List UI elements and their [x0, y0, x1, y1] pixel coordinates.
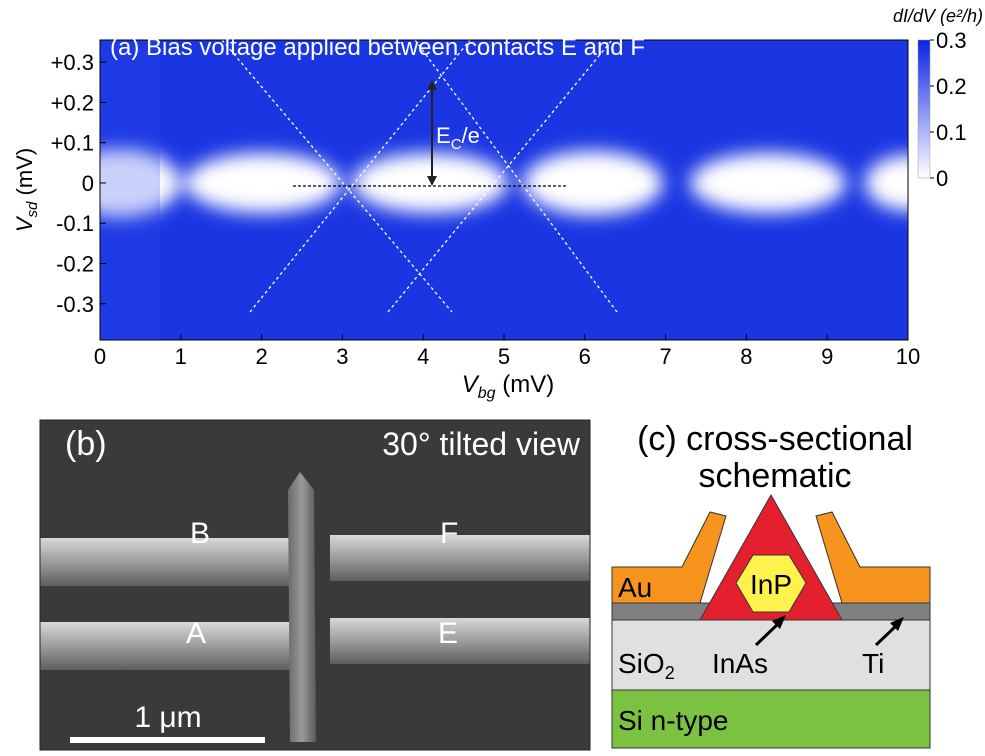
x-tick-label: 3 [336, 344, 348, 369]
x-tick-label: 9 [821, 344, 833, 369]
inas-label: InAs [712, 648, 768, 679]
x-tick-label: 2 [255, 344, 267, 369]
x-tick-label: 8 [740, 344, 752, 369]
y-axis-label: Vsd (mV) [12, 148, 41, 232]
scale-bar-label: 1 μm [134, 701, 201, 734]
panel-label: (b) [65, 425, 107, 463]
y-tick-label: +0.2 [51, 90, 94, 115]
caption: 30° tilted view [382, 426, 581, 462]
contact-label: F [440, 517, 458, 550]
y-tick-label: -0.3 [56, 292, 94, 317]
contact-strip [330, 618, 590, 664]
scale-bar [70, 737, 265, 743]
colorbar-tick-label: 0.2 [936, 74, 967, 99]
panel-title: schematic [698, 457, 851, 495]
heatmap [60, 40, 955, 340]
cut-region [100, 40, 160, 340]
x-axis-label: Vbg (mV) [462, 371, 554, 402]
x-tick-label: 5 [498, 344, 510, 369]
colorbar-tick-label: 0 [936, 166, 948, 191]
y-tick-label: +0.1 [51, 131, 94, 156]
contact-strip [40, 622, 290, 670]
contact-label: A [186, 617, 206, 650]
figure: (a) Bias voltage applied between contact… [0, 0, 985, 756]
inp-label: InP [750, 569, 792, 600]
contact-label: E [438, 617, 458, 650]
contact-strip [40, 538, 290, 586]
colorbar-label: dI/dV (e²/h) [893, 6, 983, 26]
contact-strip [330, 535, 590, 581]
y-tick-label: -0.2 [56, 251, 94, 276]
x-tick-label: 1 [175, 344, 187, 369]
x-tick-label: 0 [94, 344, 106, 369]
panel-b: (b) 30° tilted view B F A E 1 μm [40, 420, 590, 750]
colorbar-tick-label: 0.3 [936, 28, 967, 53]
x-tick-label: 6 [579, 344, 591, 369]
colorbar-tick-label: 0.1 [936, 120, 967, 145]
x-tick-label: 4 [417, 344, 429, 369]
x-tick-label: 10 [896, 344, 920, 369]
y-tick-label: 0 [82, 171, 94, 196]
si-label: Si n-type [618, 705, 729, 736]
panel-title: (c) cross-sectional [637, 420, 913, 458]
panel-c: (c) cross-sectional schematic InP Au SiO… [612, 420, 930, 748]
panel-a-title: (a) Bias voltage applied between contact… [110, 34, 645, 61]
au-right [816, 512, 930, 603]
contact-label: B [190, 517, 210, 550]
ti-label: Ti [862, 648, 884, 679]
au-label: Au [618, 572, 652, 603]
colorbar [918, 40, 930, 178]
y-tick-label: +0.3 [51, 50, 94, 75]
y-tick-label: -0.1 [56, 211, 94, 236]
nanowire [288, 472, 316, 742]
x-tick-label: 7 [659, 344, 671, 369]
colorbar-ticks: 0 0.1 0.2 0.3 [930, 28, 967, 191]
